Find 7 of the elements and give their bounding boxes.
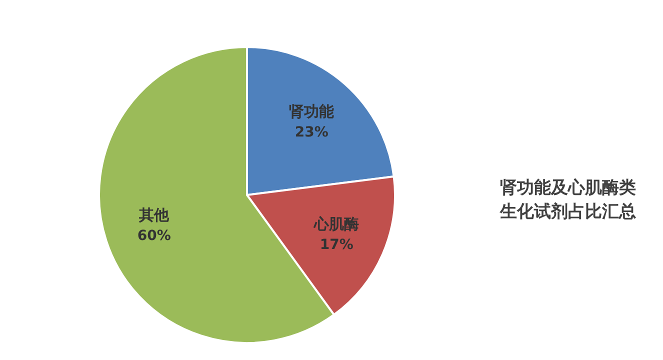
text: 肾功能及心肌酶类生化试剂占比汇总 <box>499 178 636 222</box>
slice-label: 心肌酶 <box>313 214 360 233</box>
data-label: 23% <box>294 124 328 141</box>
data-label: 17% <box>320 236 354 253</box>
data-label: 60% <box>137 228 171 244</box>
slice-label: 肾功能 <box>289 102 336 121</box>
slice-label: 其他 <box>138 206 170 224</box>
